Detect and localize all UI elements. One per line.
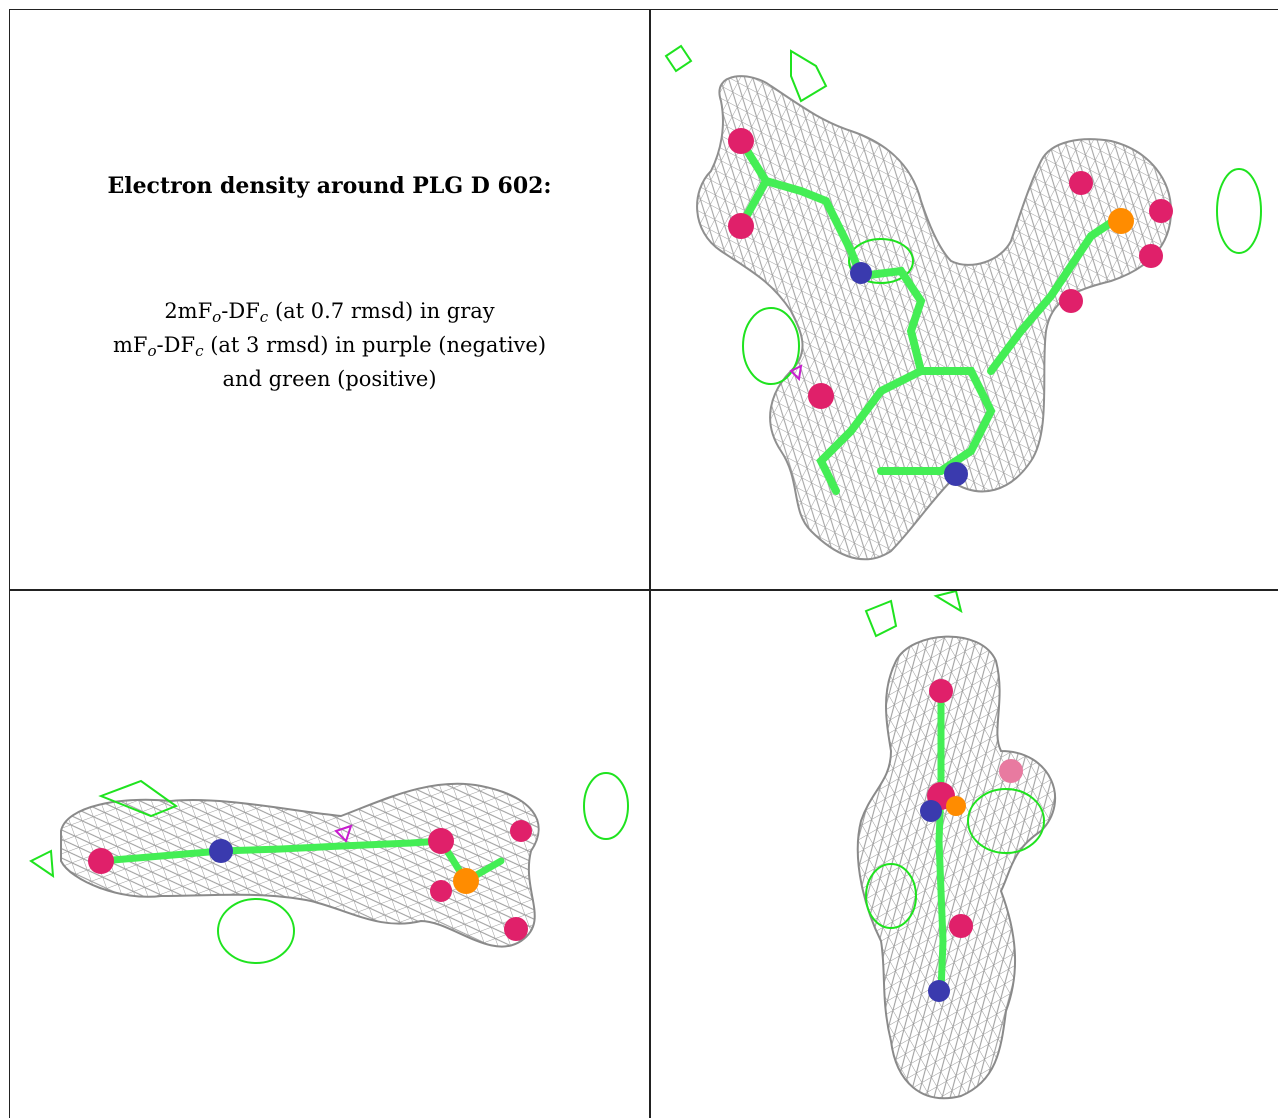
oxygen-atom: [428, 828, 454, 854]
oxygen-atom: [504, 917, 528, 941]
oxygen-atom: [929, 679, 953, 703]
positive-difference-blob: [742, 307, 800, 385]
density-render-top: [664, 44, 1262, 561]
top-right-view: [651, 11, 1278, 588]
density-mesh: [60, 782, 540, 948]
phosphorus-atom: [946, 796, 966, 816]
negative-difference-fragment: [334, 824, 353, 843]
positive-difference-blob: [967, 788, 1045, 854]
density-render-end: [856, 591, 1057, 1100]
ligand-bonds: [935, 687, 947, 995]
positive-difference-fragment: [664, 44, 693, 73]
grid-divider-horizontal: [9, 589, 1278, 591]
legend-line-sign: and green (positive): [222, 366, 437, 391]
oxygen-atom: [728, 213, 754, 239]
negative-difference-fragment: [789, 364, 803, 382]
oxygen-atom: [430, 880, 452, 902]
oxygen-atom: [510, 820, 532, 842]
phosphorus-atom: [453, 868, 479, 894]
oxygen-atom: [728, 128, 754, 154]
phosphorus-atom: [1108, 208, 1134, 234]
figure-title: Electron density around PLG D 602:: [107, 173, 552, 199]
bottom-left-view: [11, 591, 648, 1118]
figure-grid: [9, 9, 1278, 1118]
nitrogen-atom: [209, 839, 233, 863]
positive-difference-blob: [865, 863, 917, 929]
oxygen-atom: [1149, 199, 1173, 223]
nitrogen-atom: [928, 980, 950, 1002]
legend-line-2fofc: 2mFo-DFc (at 0.7 rmsd) in gray: [164, 299, 495, 326]
density-mesh: [696, 75, 1173, 561]
map-legend: 2mFo-DFc (at 0.7 rmsd) in gray mFo-DFc (…: [11, 297, 648, 393]
positive-difference-fragment: [790, 49, 828, 103]
grid-divider-vertical: [649, 9, 651, 1118]
positive-difference-fragment: [98, 779, 179, 818]
oxygen-atom: [949, 914, 973, 938]
positive-difference-fragment: [933, 591, 963, 614]
oxygen-atom: [808, 383, 834, 409]
caption-panel: Electron density around PLG D 602: 2mFo-…: [11, 11, 648, 588]
bottom-right-view: [651, 591, 1278, 1118]
legend-line-fofc: mFo-DFc (at 3 rmsd) in purple (negative): [112, 332, 547, 360]
positive-difference-blob: [848, 238, 914, 284]
oxygen-atom: [1069, 171, 1093, 195]
oxygen-atom: [88, 848, 114, 874]
oxygen-atom: [999, 759, 1023, 783]
positive-difference-fragment: [864, 599, 898, 638]
nitrogen-atom: [920, 800, 942, 822]
nitrogen-atom: [944, 462, 968, 486]
positive-difference-blob: [1216, 168, 1262, 254]
positive-difference-fragment: [29, 849, 55, 879]
nitrogen-atom: [850, 262, 872, 284]
oxygen-atom: [1139, 244, 1163, 268]
positive-difference-blob: [217, 898, 295, 964]
ligand-bonds: [737, 137, 1125, 495]
oxygen-atom: [1059, 289, 1083, 313]
positive-difference-blob: [583, 772, 629, 840]
density-render-side: [29, 772, 629, 964]
density-mesh: [856, 635, 1057, 1100]
